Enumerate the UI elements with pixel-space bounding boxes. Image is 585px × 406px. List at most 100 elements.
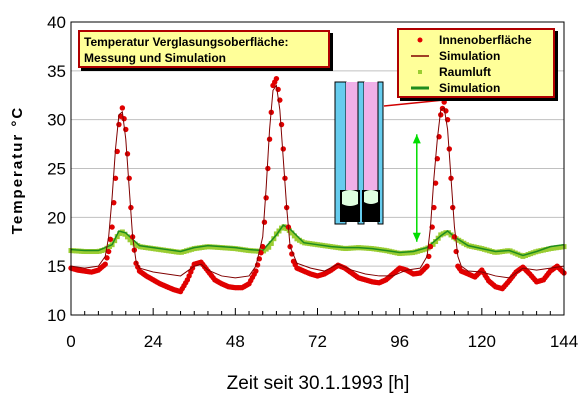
raumluft-point [73,248,79,254]
raumluft-point [430,241,436,247]
raumluft-point [176,249,182,255]
raumluft-point [145,245,151,251]
raumluft-point [189,246,195,252]
innenoberflaeche-point [273,75,280,82]
innenoberflaeche-point [432,180,439,186]
y-tick-label: 25 [47,160,66,179]
raumluft-point [124,234,130,240]
raumluft-point [158,247,164,253]
raumluft-point [402,250,408,256]
raumluft-point [250,248,256,254]
raumluft-point [209,244,215,250]
legend-label: Simulation [439,81,501,95]
raumluft-point [186,247,192,253]
raumluft-point [397,250,403,256]
innenoberflaeche-point [278,121,285,128]
axes [70,21,565,316]
raumluft-point [543,247,549,253]
innenoberflaeche-point [105,248,112,255]
raumluft-point [212,244,218,250]
raumluft-point [196,245,202,251]
raumluft-point [417,248,423,254]
raumluft-point [240,247,246,253]
x-tick-label: 24 [144,332,163,351]
raumluft-point [142,244,148,250]
red-dot-marker-icon [417,37,423,43]
x-tick-label: 48 [226,332,245,351]
raumluft-point [160,247,166,253]
raumluft-point [235,246,241,252]
innenoberflaeche-point [119,105,126,111]
series-layer [68,75,567,295]
raumluft-point [83,249,89,255]
raumluft-point [117,230,123,236]
raumluft-point [340,245,346,251]
legend-item-simulation-surface: Simulation [399,48,553,64]
raumluft-point [281,224,287,230]
raumluft-point [148,245,154,251]
legend-item-simulation-air: Simulation [399,80,553,96]
raumluft-point [261,248,267,254]
raumluft-point [78,248,84,254]
raumluft-point [546,246,552,252]
raumluft-point [494,249,500,255]
raumluft-point [163,247,169,253]
raumluft-point [76,248,82,254]
raumluft-point [245,247,251,253]
raumluft-point [219,245,225,251]
raumluft-point [114,234,120,240]
raumluft-point [232,246,238,252]
innenoberflaeche-simulation-line [70,84,565,279]
y-tick-label: 30 [47,111,66,130]
temperature-difference-arrow [412,134,421,242]
innenoberflaeche-point [121,115,127,122]
raumluft-point [230,245,236,251]
raumluft-point [237,246,243,252]
x-tick-label: 144 [550,332,578,351]
raumluft-point [294,236,300,242]
raumluft-point [412,249,418,255]
innenoberflaeche-point [424,263,430,269]
raumluft-point [407,250,413,256]
glazing-cross-section-diagram [334,81,445,225]
chart-title-line-2: Messung und Simulation [84,51,227,65]
arrow-head-top [412,134,421,144]
y-tick-label: 20 [47,208,66,227]
raumluft-point [253,248,259,254]
innenoberflaeche-point [427,243,434,250]
innenoberflaeche-point [109,224,115,230]
raumluft-point [153,246,159,252]
raumluft-point [556,244,562,250]
y-tick-label: 10 [47,306,66,325]
innenoberflaeche-point [124,151,131,157]
x-tick-label: 120 [468,332,496,351]
raumluft-point [243,247,249,253]
raumluft-point [415,248,421,254]
raumluft-point [140,244,146,250]
raumluft-point [551,245,557,251]
dark-red-line-icon [411,55,429,57]
raumluft-point [548,245,554,251]
raumluft-point [433,239,439,245]
innenoberflaeche-point [126,175,132,181]
raumluft-point [217,244,223,250]
raumluft-point [289,230,295,236]
raumluft-point [166,248,172,254]
raumluft-point [96,248,102,254]
innenoberflaeche-point [265,165,271,172]
raumluft-point [553,245,559,251]
raumluft-point [207,244,213,250]
y-axis-title: Temperatur °C [9,106,26,234]
innenoberflaeche-point [112,175,119,181]
raumluft-point [225,245,231,251]
raumluft-point [86,249,92,255]
legend-item-raumluft: Raumluft [399,64,553,80]
raumluft-point [297,237,303,243]
raumluft-point [438,232,444,238]
x-tick-label: 72 [308,332,327,351]
innenoberflaeche-point [263,195,269,201]
legend-item-innenoberflaeche: Innenoberfläche [399,32,553,48]
raumluft-point [171,249,177,255]
innenoberflaeche-point [116,121,122,128]
